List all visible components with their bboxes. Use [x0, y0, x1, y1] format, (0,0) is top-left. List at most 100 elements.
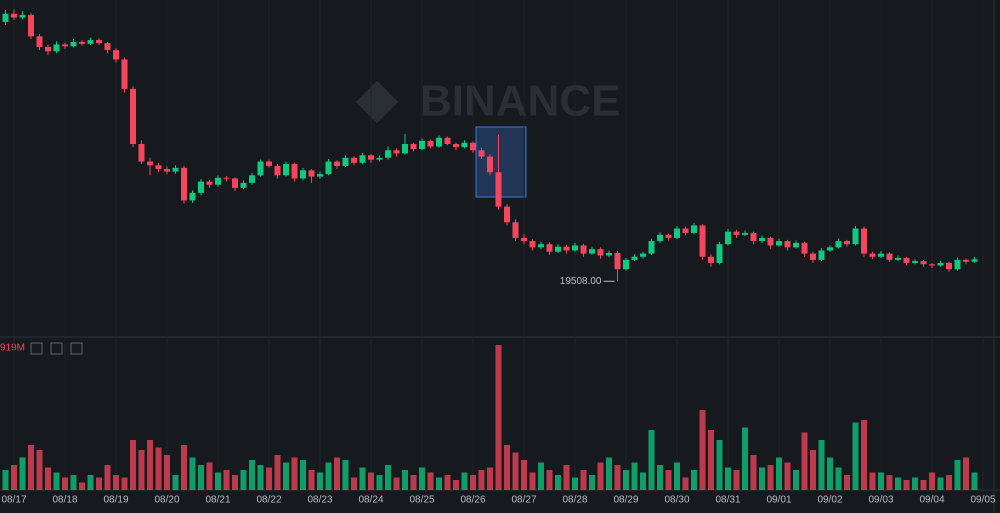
candle-body: [164, 169, 170, 172]
volume-bar: [912, 477, 918, 490]
candle-body: [691, 225, 697, 233]
volume-bar: [767, 465, 774, 490]
candle-body: [937, 262, 944, 266]
volume-bar: [172, 475, 179, 490]
candle-body: [665, 234, 672, 238]
volume-bar: [453, 480, 459, 490]
candle-body: [886, 253, 893, 260]
volume-bar: [963, 457, 969, 490]
candle-body: [529, 241, 536, 248]
volume-bar: [640, 472, 646, 490]
x-tick-label: 09/05: [970, 495, 995, 506]
candle-body: [334, 161, 340, 166]
volume-bar: [470, 475, 476, 490]
volume-bar: [266, 467, 272, 490]
candle-body: [325, 161, 332, 175]
candle-body: [342, 157, 349, 166]
candle-body: [283, 164, 289, 176]
volume-bar: [682, 477, 689, 490]
candle-body: [869, 253, 876, 257]
candle-body: [810, 253, 816, 260]
candle-body: [155, 165, 162, 170]
volume-bar: [36, 450, 43, 490]
candle-body: [274, 165, 281, 176]
candle-body: [53, 44, 60, 52]
candle-body: [954, 259, 961, 270]
candle-body: [640, 253, 646, 257]
volume-bar: [198, 465, 204, 490]
volume-bar: [504, 445, 510, 490]
volume-bar: [461, 472, 468, 490]
candle-body: [801, 242, 808, 254]
candle-body: [478, 150, 485, 157]
candle-body: [249, 175, 255, 183]
volume-bar: [113, 475, 119, 490]
candle-body: [96, 40, 102, 44]
candle-body: [368, 155, 374, 160]
candle-body: [963, 259, 969, 262]
x-tick-label: 08/22: [256, 495, 281, 506]
volume-bar: [300, 460, 306, 490]
candle-body: [453, 144, 459, 148]
candle-body: [427, 140, 434, 147]
candle-body: [181, 167, 187, 201]
volume-bar: [79, 482, 85, 490]
candle-body: [487, 156, 493, 173]
candle-body: [844, 241, 850, 245]
volume-bar: [818, 440, 825, 490]
candle-body: [682, 228, 689, 233]
volume-bar: [402, 470, 408, 490]
volume-bar: [555, 475, 561, 490]
candle-body: [708, 256, 714, 263]
candle-body: [580, 245, 587, 254]
candle-body: [631, 256, 638, 260]
candle-body: [257, 161, 264, 176]
candle-body: [512, 222, 519, 238]
volume-bar: [419, 467, 425, 490]
candle-body: [725, 231, 731, 245]
candle-body: [206, 181, 213, 185]
candle-body: [317, 174, 323, 177]
candle-body: [818, 250, 825, 260]
volume-bar: [376, 475, 383, 490]
candle-body: [648, 241, 655, 254]
volume-bar: [708, 430, 714, 490]
volume-bar: [2, 470, 9, 490]
volume-bar: [920, 480, 927, 490]
candle-body: [929, 264, 935, 266]
candle-body: [45, 46, 51, 52]
volume-bar: [87, 475, 94, 490]
candle-body: [495, 172, 502, 207]
x-tick-label: 08/18: [52, 495, 77, 506]
volume-bar: [155, 447, 162, 490]
volume-bar: [674, 462, 680, 490]
candle-body: [215, 177, 221, 185]
x-tick-label: 08/17: [1, 495, 26, 506]
candle-body: [70, 41, 77, 47]
candle-body: [461, 142, 468, 148]
volume-bar: [835, 467, 842, 490]
volume-bar: [334, 457, 340, 490]
x-tick-label: 08/27: [511, 495, 536, 506]
volume-bar: [495, 345, 502, 490]
candle-body: [759, 237, 765, 242]
volume-bar: [725, 467, 731, 490]
candle-body: [699, 225, 706, 257]
candle-body: [623, 259, 629, 270]
volume-bar: [784, 462, 791, 490]
candle-body: [138, 144, 145, 162]
candle-body: [351, 157, 357, 163]
candle-body: [971, 259, 978, 262]
volume-bar: [521, 460, 527, 490]
candle-body: [147, 161, 153, 166]
volume-bar: [351, 477, 357, 490]
volume-bar: [121, 477, 128, 490]
volume-bar: [589, 475, 595, 490]
candle-body: [589, 249, 595, 254]
candle-body: [232, 178, 238, 188]
candle-body: [767, 237, 774, 246]
candle-body: [538, 244, 544, 248]
candle-body: [240, 182, 247, 188]
volume-bar: [733, 470, 740, 490]
